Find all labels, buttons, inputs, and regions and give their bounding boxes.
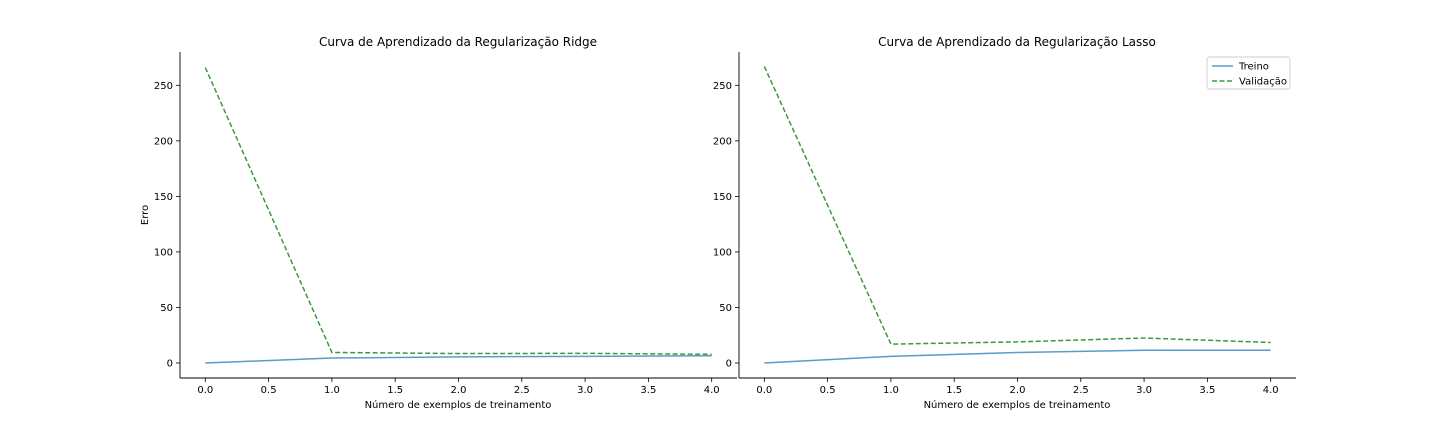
lasso-x-tick-label: 4.0 (1263, 385, 1279, 396)
lasso-y-tick-label: 150 (713, 192, 732, 203)
lasso-legend-label: Validação (1239, 77, 1287, 88)
lasso-chart-title: Curva de Aprendizado da Regularização La… (878, 35, 1156, 49)
ridge-x-axis-label: Número de exemplos de treinamento (365, 399, 552, 411)
ridge-y-tick-label: 250 (154, 81, 173, 92)
lasso-x-tick-label: 2.5 (1073, 385, 1089, 396)
ridge-x-tick-label: 1.5 (387, 385, 403, 396)
lasso-series-treino (764, 349, 1271, 364)
lasso-x-axis-label: Número de exemplos de treinamento (924, 399, 1111, 411)
ridge-series-validacao (204, 67, 712, 356)
lasso-x-tick-label: 3.5 (1199, 385, 1215, 396)
ridge-x-tick-label: 3.0 (577, 385, 593, 396)
lasso-legend-label: Treino (1238, 62, 1269, 73)
lasso-y-tick-label: 100 (713, 247, 732, 258)
ridge-y-tick-label: 50 (160, 303, 173, 314)
ridge-y-axis-label: Erro (140, 205, 151, 225)
lasso-y-tick-label: 0 (726, 359, 732, 370)
ridge-y-tick-label: 150 (154, 192, 173, 203)
lasso-series-validacao (763, 66, 1271, 345)
ridge-x-tick-label: 2.0 (451, 385, 467, 396)
ridge-chart-panel: Curva de Aprendizado da Regularização Ri… (140, 35, 737, 411)
ridge-x-tick-label: 3.5 (640, 385, 656, 396)
lasso-y-tick-label: 50 (719, 303, 732, 314)
ridge-chart-title: Curva de Aprendizado da Regularização Ri… (319, 35, 597, 49)
ridge-x-tick-label: 2.5 (514, 385, 530, 396)
lasso-y-tick-label: 250 (713, 81, 732, 92)
lasso-x-tick-label: 3.0 (1136, 385, 1152, 396)
lasso-x-tick-label: 1.5 (946, 385, 962, 396)
lasso-x-tick-label: 0.0 (756, 385, 772, 396)
lasso-x-tick-label: 1.0 (883, 385, 899, 396)
ridge-y-tick-label: 0 (167, 359, 173, 370)
lasso-y-tick-label: 200 (713, 136, 732, 147)
lasso-legend: Treino Validação (1206, 56, 1291, 90)
ridge-y-tick-label: 100 (154, 247, 173, 258)
ridge-x-tick-label: 4.0 (704, 385, 720, 396)
ridge-y-tick-label: 200 (154, 136, 173, 147)
lasso-x-tick-label: 0.5 (820, 385, 836, 396)
ridge-series-treino (205, 355, 712, 364)
lasso-x-tick-label: 2.0 (1010, 385, 1026, 396)
ridge-x-tick-label: 1.0 (324, 385, 340, 396)
ridge-x-tick-label: 0.5 (261, 385, 277, 396)
lasso-chart-panel: Curva de Aprendizado da Regularização La… (713, 35, 1296, 411)
ridge-x-tick-label: 0.0 (197, 385, 213, 396)
